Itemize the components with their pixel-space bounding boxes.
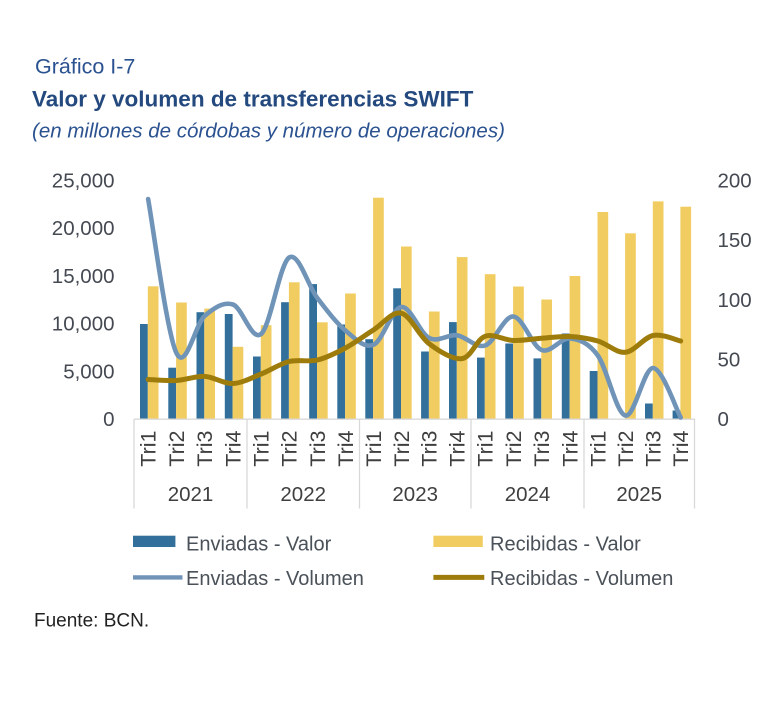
- svg-text:Tri1: Tri1: [586, 430, 610, 466]
- svg-text:Recibidas - Valor: Recibidas - Valor: [490, 534, 641, 556]
- svg-text:Valor y volumen de transferenc: Valor y volumen de transferencias SWIFT: [32, 87, 474, 112]
- svg-text:Tri2: Tri2: [390, 430, 414, 466]
- svg-text:150: 150: [718, 229, 752, 252]
- svg-text:Tri4: Tri4: [334, 430, 358, 466]
- svg-text:0: 0: [103, 408, 114, 431]
- svg-text:Tri2: Tri2: [614, 430, 638, 466]
- svg-text:25,000: 25,000: [52, 170, 115, 193]
- svg-text:Tri4: Tri4: [221, 430, 245, 466]
- svg-text:Tri3: Tri3: [642, 430, 666, 466]
- svg-text:Tri1: Tri1: [474, 430, 498, 466]
- svg-text:0: 0: [718, 408, 729, 431]
- svg-text:Tri4: Tri4: [558, 430, 582, 466]
- svg-text:Tri3: Tri3: [418, 430, 442, 466]
- svg-text:Tri4: Tri4: [669, 430, 693, 466]
- svg-text:Tri2: Tri2: [165, 430, 189, 466]
- svg-text:5,000: 5,000: [63, 360, 114, 383]
- svg-text:Fuente: BCN.: Fuente: BCN.: [34, 611, 149, 632]
- svg-text:Tri3: Tri3: [530, 430, 554, 466]
- svg-text:2023: 2023: [392, 483, 438, 506]
- svg-text:Tri1: Tri1: [362, 430, 386, 466]
- svg-text:Enviadas - Volumen: Enviadas - Volumen: [186, 568, 364, 590]
- svg-text:10,000: 10,000: [52, 313, 115, 336]
- svg-text:Enviadas - Valor: Enviadas - Valor: [186, 534, 332, 556]
- svg-text:Tri1: Tri1: [250, 430, 274, 466]
- svg-text:15,000: 15,000: [52, 265, 115, 288]
- svg-text:(en millones de córdobas y núm: (en millones de córdobas y número de ope…: [32, 120, 505, 143]
- svg-text:Recibidas - Volumen: Recibidas - Volumen: [490, 568, 673, 590]
- svg-text:2021: 2021: [168, 483, 214, 506]
- svg-text:200: 200: [718, 170, 752, 193]
- svg-text:Tri3: Tri3: [193, 430, 217, 466]
- svg-text:Tri2: Tri2: [278, 430, 302, 466]
- svg-text:100: 100: [718, 289, 752, 312]
- svg-text:Tri2: Tri2: [502, 430, 526, 466]
- svg-text:2022: 2022: [280, 483, 326, 506]
- svg-text:Gráfico I-7: Gráfico I-7: [35, 55, 135, 79]
- svg-text:50: 50: [718, 349, 741, 372]
- svg-text:2025: 2025: [616, 483, 662, 506]
- svg-text:2024: 2024: [505, 483, 551, 506]
- svg-text:Tri3: Tri3: [306, 430, 330, 466]
- svg-text:20,000: 20,000: [52, 217, 115, 240]
- svg-text:Tri4: Tri4: [446, 430, 470, 466]
- svg-text:Tri1: Tri1: [137, 430, 161, 466]
